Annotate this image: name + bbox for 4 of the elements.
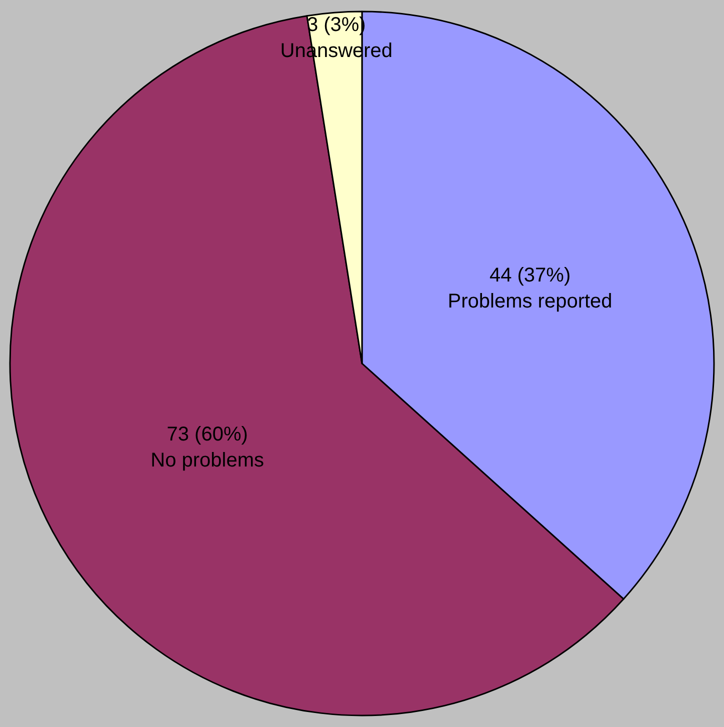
data-label: 73 (60%) (166, 423, 248, 446)
slice-label: No problems (150, 449, 264, 472)
slice-label: Problems reported (448, 290, 612, 313)
data-label: 44 (37%) (489, 264, 571, 287)
